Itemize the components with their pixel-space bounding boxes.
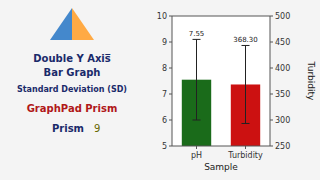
y-tick [169,120,172,121]
top-frame-line [172,16,270,17]
data-label: 7.55 [189,30,205,38]
chart: Double Y Axis̅ Bar Graph Standard Deviatio… [0,0,320,180]
plot-area [172,16,270,146]
error-cap [242,123,250,124]
y2-tick-label: 400 [275,64,290,73]
error-cap [193,39,201,40]
x-axis-line [172,146,270,147]
y2-tick-label: 450 [275,38,290,47]
annotation: GraphPad Prism [27,103,118,114]
data-labels: 7.55 368.30 [189,30,258,44]
y-tick-label: 6 [162,116,167,125]
y-axis-line [172,16,173,146]
x-tick-label: pH [191,151,202,160]
y2-tick [270,42,273,43]
y-tick [169,94,172,95]
data-label: 368.30 [233,36,258,44]
y-tick [169,146,172,147]
y2-tick-label: 500 [275,12,290,21]
x-tick [245,146,246,149]
y2-tick [270,16,273,17]
x-tick [196,146,197,149]
error-bar [242,45,250,123]
error-stem [196,39,197,120]
annotation: Standard Deviation (SD) [17,85,127,94]
y2-tick [270,146,273,147]
error-cap [242,45,250,46]
marks [182,39,260,146]
error-bar [193,39,201,120]
annotation: 9 [94,123,100,134]
x-axis-label: Sample [204,162,238,172]
y-tick-label: 8 [162,64,167,73]
y2-axis-label: Turbidity [306,61,316,101]
logo [50,8,94,40]
y2-tick [270,68,273,69]
subtitle: Bar Graph [44,67,101,78]
y-tick [169,68,172,69]
error-stem [245,45,246,123]
y-tick-label: 7 [162,90,167,99]
logo-part [50,8,72,40]
y-tick-label: 10 [157,12,167,21]
title: Double Y Axis̅ [33,53,110,64]
error-cap [193,120,201,121]
y2-tick [270,120,273,121]
y-tick [169,16,172,17]
logo-part [72,8,94,40]
y2-axis-line [270,16,271,146]
y2-tick-label: 300 [275,116,290,125]
y-tick [169,42,172,43]
y2-tick-label: 350 [275,90,290,99]
y2-tick [270,94,273,95]
annotation: Prism [52,123,84,134]
y-tick-label: 9 [162,38,167,47]
y-tick-label: 5 [162,142,167,151]
x-tick-label: Turbidity [227,151,263,160]
y2-tick-label: 250 [275,142,290,151]
